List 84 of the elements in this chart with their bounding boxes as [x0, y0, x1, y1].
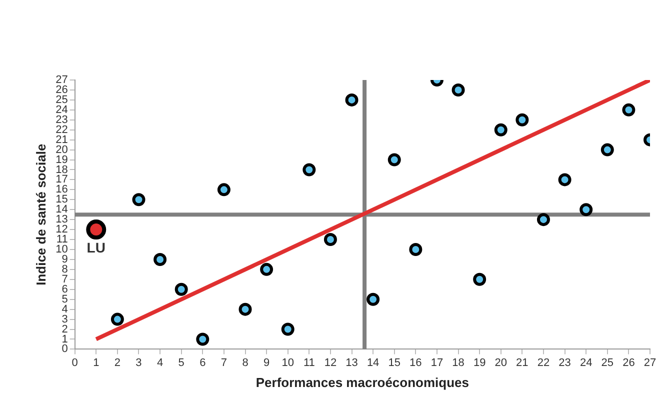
y-tick-label: 22 [56, 124, 68, 136]
point [132, 193, 146, 206]
x-tick-label: 19 [473, 356, 486, 369]
x-axis-title: Performances macroéconomiques [256, 374, 469, 390]
point [302, 163, 316, 176]
point [473, 272, 486, 286]
x-tick-label: 14 [366, 356, 380, 369]
point [281, 322, 294, 336]
y-tick-label: 10 [56, 244, 68, 256]
x-tick-label: 3 [136, 356, 142, 369]
point [622, 103, 636, 116]
y-tick-label: 25 [56, 94, 68, 106]
y-tick-label: 4 [62, 303, 68, 316]
x-tick-label: 17 [430, 356, 444, 369]
y-tick-label: 18 [56, 164, 68, 176]
x-tick-label: 5 [178, 356, 184, 369]
point [196, 332, 210, 346]
annotation: LU [86, 239, 106, 256]
point [324, 233, 337, 246]
x-tick-label: 26 [622, 356, 635, 369]
x-tick-label: 4 [156, 356, 164, 369]
point [260, 262, 274, 276]
y-tick-label: 7 [62, 273, 68, 286]
y-tick-label: 19 [56, 154, 68, 166]
x-tick-label: 12 [324, 356, 337, 369]
x-tick-label: 25 [601, 356, 614, 369]
x-tick-label: 6 [200, 356, 206, 369]
point [345, 93, 358, 106]
y-tick-label: 8 [62, 263, 68, 276]
x-tick-label: 10 [282, 356, 294, 369]
x-tick-label: 16 [410, 356, 422, 369]
y-tick-label: 3 [62, 313, 68, 326]
x-tick-label: 7 [220, 356, 228, 369]
point [536, 213, 550, 226]
point [238, 302, 252, 316]
y-tick-label: 27 [56, 74, 68, 86]
point [174, 282, 188, 296]
y-tick-label: 23 [56, 114, 68, 126]
y-tick-label: 12 [56, 224, 68, 236]
y-tick-label: 14 [56, 204, 68, 216]
x-tick-label: 22 [537, 356, 550, 369]
y-tick-label: 16 [56, 184, 68, 196]
x-tick-label: 2 [114, 356, 121, 369]
y-axis-title: Indice de santé sociale [33, 144, 48, 286]
x-tick-label: 0 [72, 356, 78, 369]
x-tick-label: 9 [263, 356, 270, 369]
point [217, 183, 230, 196]
x-tick-label: 18 [452, 356, 464, 369]
point [494, 123, 508, 136]
y-tick-label: 9 [62, 254, 68, 266]
y-tick-label: 21 [56, 134, 68, 146]
x-tick-label: 20 [494, 356, 508, 369]
point [516, 113, 529, 126]
x-tick-label: 24 [580, 356, 592, 369]
point [409, 242, 422, 256]
y-tick-label: 17 [56, 174, 68, 186]
y-tick-label: 0 [62, 343, 68, 356]
x-tick-label: 21 [516, 356, 528, 369]
point [366, 292, 380, 306]
y-tick-label: 24 [56, 104, 68, 116]
x-tick-label: 11 [303, 356, 315, 369]
y-tick-label: 1 [62, 333, 68, 346]
point [600, 143, 614, 156]
x-tick-label: 13 [346, 356, 358, 369]
point [86, 220, 106, 240]
y-tick-label: 13 [56, 214, 68, 226]
y-tick-label: 5 [62, 293, 68, 306]
y-tick-label: 6 [62, 283, 68, 296]
x-tick-label: 1 [93, 356, 100, 369]
y-tick-label: 20 [56, 144, 68, 156]
point [110, 312, 124, 326]
point [558, 173, 572, 186]
point [388, 153, 401, 166]
y-tick-label: 2 [62, 323, 68, 336]
y-tick-label: 11 [56, 234, 68, 246]
x-tick-label: 27 [644, 356, 656, 369]
x-tick-label: 15 [388, 356, 400, 369]
x-tick-label: 23 [558, 356, 571, 369]
y-tick-label: 15 [56, 194, 68, 206]
x-tick-label: 8 [242, 356, 248, 369]
y-tick-label: 26 [56, 84, 68, 96]
point [452, 83, 465, 96]
point [580, 203, 593, 216]
point [154, 252, 167, 266]
